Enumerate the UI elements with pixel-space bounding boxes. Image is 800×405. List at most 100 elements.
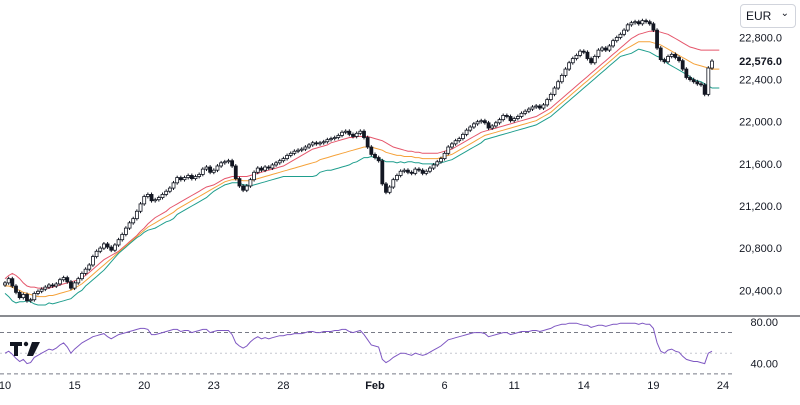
candle [592, 54, 597, 65]
candle [391, 177, 396, 189]
candle [307, 143, 311, 149]
candle [145, 192, 150, 199]
time-tick-label: 10 [0, 380, 11, 392]
candle [424, 169, 429, 176]
candle [556, 79, 561, 90]
candle [171, 180, 176, 190]
candle [457, 136, 462, 143]
price-tick-label: 20,400.0 [739, 285, 782, 297]
candle [486, 120, 491, 130]
candle [109, 245, 114, 253]
candle [208, 165, 213, 175]
price-tick-label: 22,000.0 [739, 117, 782, 129]
candle [402, 168, 407, 174]
candle [548, 92, 553, 102]
candle [292, 149, 297, 156]
candle [175, 175, 180, 185]
candle [710, 59, 714, 70]
candle [193, 174, 198, 181]
candle [219, 160, 224, 168]
candle [409, 170, 414, 176]
candle [134, 209, 139, 221]
candle [149, 192, 154, 203]
candle [263, 165, 267, 173]
candle [131, 216, 136, 225]
candle [677, 55, 681, 63]
candle [475, 119, 480, 126]
candle [464, 128, 469, 137]
candle [69, 279, 73, 291]
candle [655, 28, 659, 50]
candle [358, 129, 363, 136]
rsi-tick-label: 40.00 [750, 359, 778, 371]
candle [167, 186, 172, 194]
candle [28, 297, 33, 303]
time-tick-label: 14 [578, 380, 590, 392]
candle [669, 52, 674, 59]
price-tick-label: 20,800.0 [739, 243, 782, 255]
candle [380, 158, 385, 186]
candle [233, 164, 238, 181]
candle [493, 120, 498, 128]
candle [160, 192, 165, 200]
candle [420, 168, 425, 176]
candle [526, 107, 531, 114]
candle [504, 113, 509, 119]
candle [695, 79, 700, 86]
rsi-line [4, 322, 713, 365]
candle [303, 145, 308, 152]
candle [21, 292, 26, 300]
candle [395, 173, 399, 182]
candle [80, 271, 84, 281]
currency-select[interactable]: EUR ⌄ [740, 4, 796, 28]
candle [508, 114, 513, 123]
candle [702, 82, 707, 97]
candle [105, 242, 110, 249]
candle [519, 111, 524, 119]
time-tick-label: 28 [277, 380, 289, 392]
tradingview-logo-icon[interactable] [10, 341, 40, 356]
candle [461, 132, 465, 141]
candle [369, 145, 374, 157]
candle [515, 114, 520, 121]
candle [479, 118, 484, 124]
candle [332, 135, 337, 141]
time-tick-label: 19 [647, 380, 659, 392]
candle [523, 109, 528, 116]
candle [281, 156, 286, 163]
candle [651, 21, 656, 33]
candle [65, 275, 70, 284]
candle [17, 290, 22, 300]
candle [277, 158, 282, 165]
candle [666, 54, 670, 64]
candle [552, 86, 557, 97]
candle [197, 172, 202, 179]
candle [658, 46, 663, 62]
candle [336, 133, 341, 140]
candle [446, 145, 451, 156]
candle [47, 283, 51, 289]
candle [603, 46, 608, 53]
candle [61, 275, 66, 282]
time-tick-label: 11 [508, 380, 519, 392]
candle [274, 160, 278, 167]
price-tick-label: 21,600.0 [739, 159, 782, 171]
candle [127, 220, 132, 231]
time-tick-label: 6 [442, 380, 448, 392]
candle [189, 173, 194, 181]
candle [530, 105, 535, 112]
candle [545, 97, 550, 107]
candle [255, 166, 260, 175]
candle [343, 129, 348, 135]
candle [559, 73, 564, 84]
candle [72, 280, 77, 291]
time-tick-label: 20 [138, 380, 150, 392]
candle [153, 197, 158, 203]
candle [501, 113, 506, 122]
chevron-down-icon: ⌄ [780, 8, 789, 19]
candle [373, 152, 377, 160]
rsi-pane [0, 322, 735, 375]
candle [662, 57, 667, 64]
